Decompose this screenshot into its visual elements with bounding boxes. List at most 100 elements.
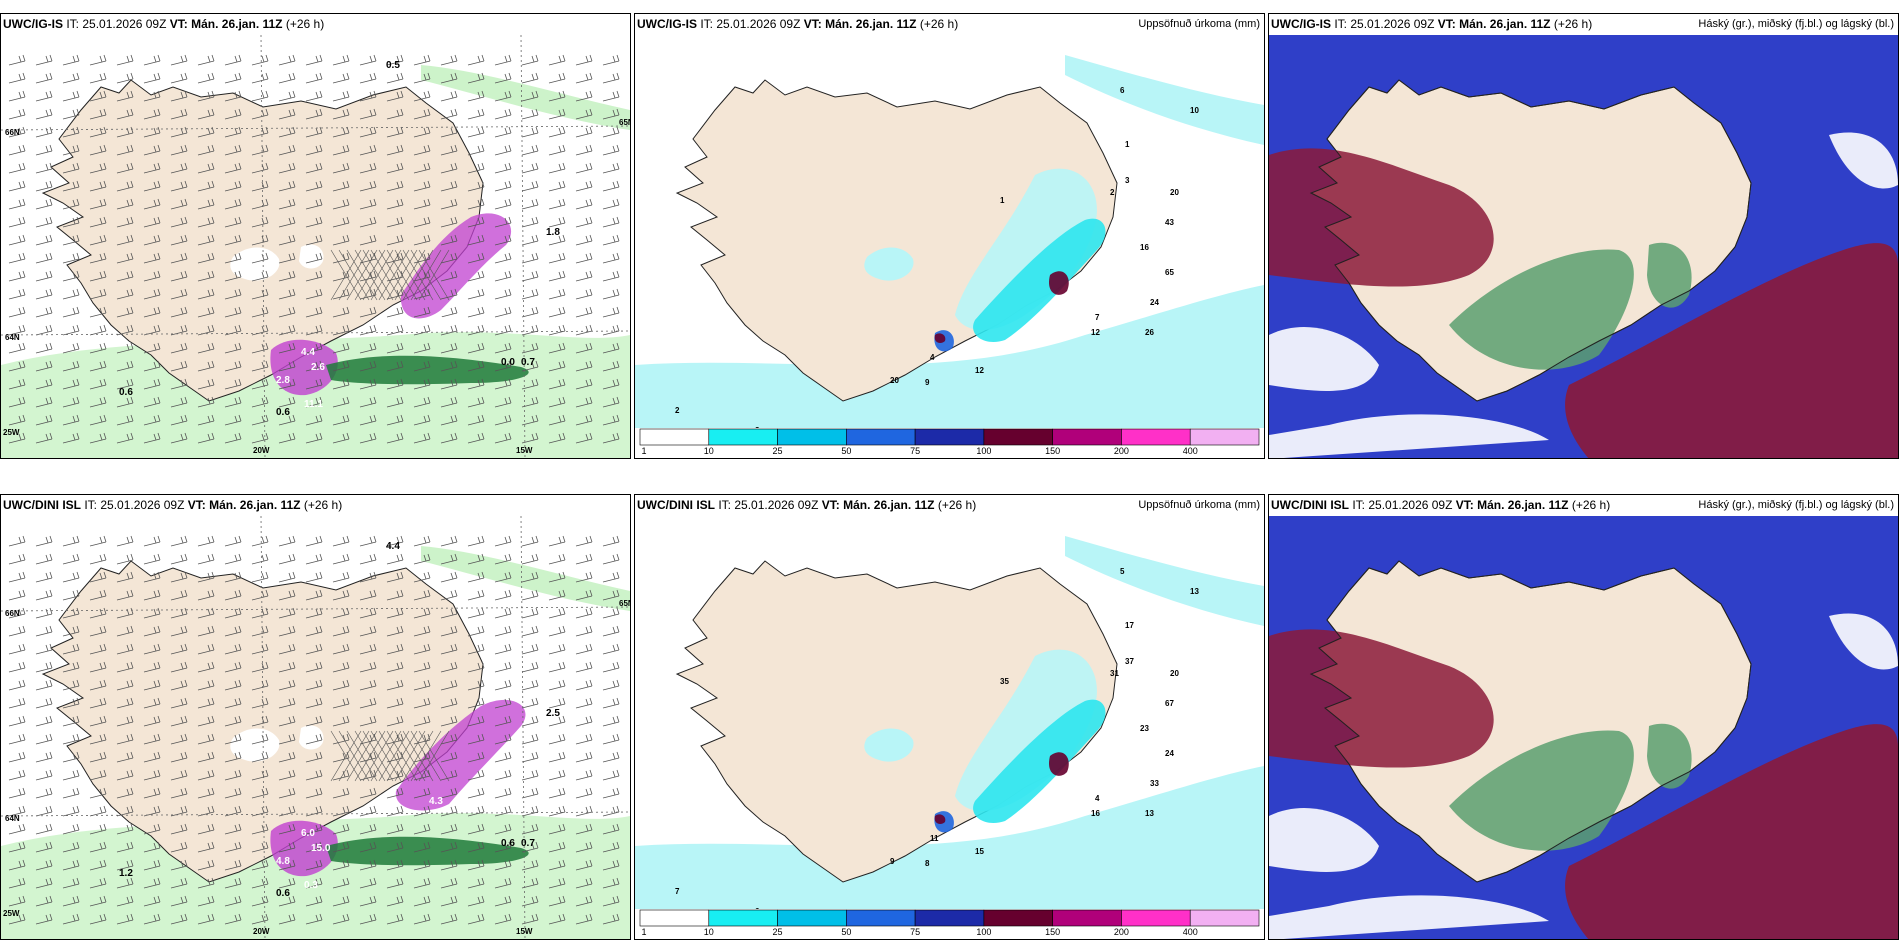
- wind-barb: [116, 751, 134, 763]
- wind-barb: [413, 661, 431, 673]
- contour-value-label: 0.6: [119, 387, 133, 398]
- hatch-line: [338, 730, 370, 782]
- wind-barb: [224, 198, 242, 210]
- wind-barb: [305, 234, 323, 246]
- wind-barb: [35, 180, 53, 192]
- wind-barb: [602, 769, 620, 781]
- wind-barb: [116, 805, 134, 817]
- wind-barb: [62, 324, 80, 336]
- light-green-north-band: [421, 65, 630, 130]
- wind-barb: [305, 288, 323, 300]
- wind-barb: [62, 396, 80, 408]
- wind-barb: [332, 823, 350, 835]
- wind-barb: [278, 216, 296, 228]
- wind-barb: [35, 90, 53, 102]
- wind-barb: [575, 733, 593, 745]
- wind-barb: [413, 198, 431, 210]
- wind-barb: [62, 841, 80, 853]
- wind-barb: [494, 414, 512, 426]
- wind-barb: [413, 715, 431, 727]
- wind-barb: [116, 859, 134, 871]
- wind-barb: [440, 288, 458, 300]
- wind-barb: [386, 324, 404, 336]
- wind-barb: [170, 733, 188, 745]
- precip-value-label: 33: [1150, 779, 1159, 788]
- wind-barb: [197, 697, 215, 709]
- wind-barb: [494, 396, 512, 408]
- wind-barb: [143, 751, 161, 763]
- colorbar-tick-label: 25: [772, 927, 783, 937]
- wind-barb: [278, 769, 296, 781]
- wind-barb: [521, 306, 539, 318]
- wind-barb: [8, 198, 26, 210]
- precip-value-label: 20: [1170, 669, 1179, 678]
- wind-barb: [143, 234, 161, 246]
- wind-barb: [521, 126, 539, 138]
- wind-barb: [278, 180, 296, 192]
- wind-barb: [413, 841, 431, 853]
- precip-value-label: 2: [1110, 188, 1115, 197]
- wind-barb: [575, 661, 593, 673]
- wind-barb: [305, 162, 323, 174]
- wind-barb: [305, 306, 323, 318]
- wind-barb: [305, 895, 323, 907]
- wind-barb: [197, 414, 215, 426]
- wind-barb: [197, 607, 215, 619]
- wind-barb: [413, 306, 431, 318]
- wind-barb: [143, 252, 161, 264]
- wind-barb: [116, 913, 134, 925]
- wind-barb: [305, 769, 323, 781]
- wind-barb: [224, 90, 242, 102]
- wind-barb: [8, 270, 26, 282]
- wind-barb: [224, 895, 242, 907]
- wind-barb: [116, 216, 134, 228]
- wind-barb: [224, 360, 242, 372]
- wind-barb: [332, 288, 350, 300]
- wind-barb: [413, 144, 431, 156]
- wind-barb: [332, 715, 350, 727]
- wind-barb: [224, 270, 242, 282]
- wind-barb: [521, 234, 539, 246]
- wind-barb: [575, 378, 593, 390]
- wind-barb: [602, 589, 620, 601]
- wind-barb: [278, 342, 296, 354]
- wind-barb: [332, 553, 350, 565]
- wind-barb: [197, 625, 215, 637]
- wind-barb: [575, 144, 593, 156]
- contour-value-label: 4.3: [429, 796, 443, 807]
- wind-barb: [35, 877, 53, 889]
- wind-barb: [224, 733, 242, 745]
- wind-barb: [35, 396, 53, 408]
- wind-barb: [467, 414, 485, 426]
- wind-barb: [575, 805, 593, 817]
- wind-barb: [116, 625, 134, 637]
- wind-barb: [575, 414, 593, 426]
- wind-barb: [413, 877, 431, 889]
- wind-barb: [440, 396, 458, 408]
- wind-barb: [332, 180, 350, 192]
- wind-barb: [170, 679, 188, 691]
- wind-barb: [440, 805, 458, 817]
- wind-barb: [89, 324, 107, 336]
- wind-barb: [359, 769, 377, 781]
- wind-barb: [278, 895, 296, 907]
- wind-barb: [197, 432, 215, 444]
- wind-barb: [494, 162, 512, 174]
- precip-value-label: 20: [890, 376, 899, 385]
- wind-barb: [35, 823, 53, 835]
- precip-value-label: 6: [1120, 86, 1125, 95]
- wind-barb: [278, 162, 296, 174]
- wind-barb: [116, 823, 134, 835]
- wind-barb: [197, 342, 215, 354]
- wind-barb: [224, 913, 242, 925]
- precip-value-label: 7: [1095, 313, 1100, 322]
- wind-barb: [440, 252, 458, 264]
- wind-barb: [575, 180, 593, 192]
- panel-precip-igis: UWC/IG-IS IT: 25.01.2026 09Z VT: Mán. 26…: [634, 13, 1265, 459]
- wind-barb: [197, 553, 215, 565]
- wind-barb: [521, 342, 539, 354]
- precip-value-label: 6: [755, 907, 760, 910]
- contour-value-label: 11.1: [304, 399, 323, 410]
- wind-barb: [8, 535, 26, 547]
- colorbar: 1 10 25 50 75 100 150 200 400: [635, 428, 1264, 458]
